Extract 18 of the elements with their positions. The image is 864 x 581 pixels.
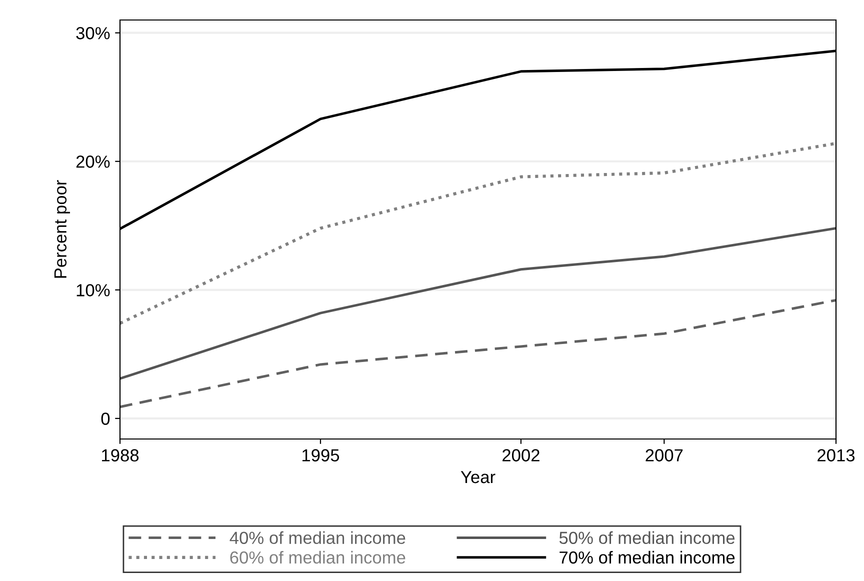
text: 60% of median income: [230, 550, 406, 564]
y-tick-label: 10%: [76, 284, 110, 296]
text: 50% of median income: [559, 531, 735, 544]
x-tick-label: 2002: [502, 449, 540, 462]
x-axis-title: Year: [460, 471, 496, 484]
y-tick-label: 0: [101, 412, 110, 425]
text: 70% of median income: [560, 550, 735, 564]
y-axis-title: Percent poor: [54, 180, 70, 278]
x-tick-label: 2013: [818, 449, 855, 462]
line-series: [120, 226, 836, 380]
line-series: [120, 298, 836, 408]
y-tick-label: 20%: [76, 156, 110, 168]
x-tick-label: 2007: [646, 449, 683, 462]
x-tick-label: 1995: [302, 449, 340, 462]
x-tick-label: 1988: [102, 449, 139, 462]
line-series: [120, 142, 836, 325]
y-tick-label: 30%: [76, 27, 110, 40]
text: 40% of median income: [230, 531, 406, 544]
